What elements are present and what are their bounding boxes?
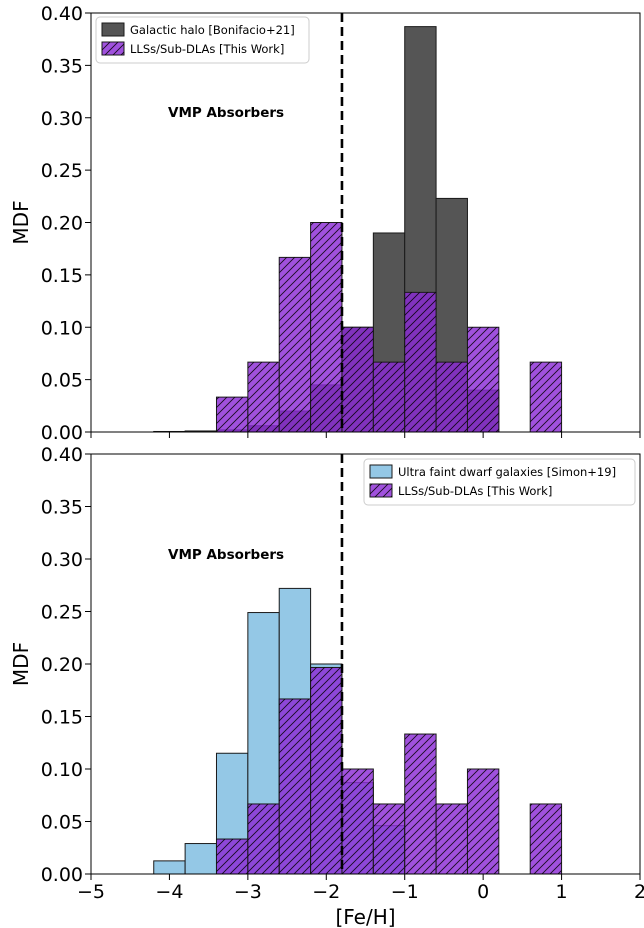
y-tick-label: 0.25	[41, 602, 83, 624]
y-axis-label: MDF	[9, 200, 33, 244]
y-tick-label: 0.20	[41, 213, 83, 235]
histogram-bar-hatch	[436, 362, 468, 432]
histogram-bar	[184, 843, 217, 875]
y-tick-label: 0.30	[41, 549, 83, 571]
histogram-bar-hatch	[247, 362, 280, 432]
legend-swatch	[369, 464, 393, 479]
y-tick-label: 0.10	[41, 759, 83, 781]
annotation-text: VMP Absorbers	[168, 547, 284, 563]
histogram-bar-hatch	[341, 769, 374, 874]
histogram-bar-hatch	[467, 769, 499, 874]
legend-label: LLSs/Sub-DLAs [This Work]	[398, 484, 552, 498]
y-tick-label: 0.10	[41, 317, 83, 339]
y-tick-label: 0.05	[41, 812, 83, 834]
y-tick-label: 0.30	[41, 108, 83, 130]
histogram-bar	[153, 860, 186, 875]
y-tick-label: 0.15	[41, 265, 83, 287]
x-tick-label: −2	[312, 881, 340, 903]
histogram-bar-hatch	[530, 362, 562, 432]
y-tick-label: 0.25	[41, 160, 83, 182]
y-axis-label: MDF	[9, 642, 33, 686]
histogram-bar-hatch	[404, 292, 437, 432]
histogram-bar-hatch	[310, 222, 342, 432]
y-tick-label: 0.00	[41, 864, 83, 886]
y-tick-label: 0.35	[41, 497, 83, 519]
histogram-bar-hatch	[310, 667, 342, 874]
y-tick-label: 0.35	[41, 55, 83, 77]
histogram-bar-hatch	[530, 803, 562, 874]
y-tick-label: 0.40	[41, 444, 83, 466]
x-tick-label: 0	[477, 881, 489, 903]
x-tick-label: −5	[77, 881, 105, 903]
bottom-panel: 0.00 0.05 0.10 0.15 0.20 0.25 0.30 0.35 0.40 −5 −4…	[9, 444, 644, 928]
legend-box	[95, 16, 310, 64]
histogram-bar-hatch	[216, 397, 248, 432]
histogram-bar-hatch	[279, 257, 311, 432]
legend-swatch	[101, 22, 125, 37]
histogram-bar-hatch	[341, 327, 374, 432]
legend-swatch-hatch	[102, 42, 124, 55]
histogram-bar-hatch	[373, 362, 405, 432]
histogram-bar-hatch	[373, 803, 405, 874]
histogram-bar-hatch	[247, 803, 280, 874]
legend-label: Galactic halo [Bonifacio+21]	[130, 23, 295, 37]
legend-label: Ultra faint dwarf galaxies [Simon+19]	[398, 465, 616, 479]
y-tick-label: 0.00	[41, 422, 83, 444]
histogram-bar-hatch	[436, 803, 468, 874]
x-axis-label: [Fe/H]	[335, 905, 395, 928]
y-tick-label: 0.40	[41, 3, 83, 25]
histogram-bar-hatch	[404, 734, 437, 874]
legend-label: LLSs/Sub-DLAs [This Work]	[130, 42, 284, 56]
histogram-bar-hatch	[216, 839, 248, 874]
top-panel: 0.00 0.05 0.10 0.15 0.20 0.25 0.30 0.35 0.40 MDF V…	[9, 3, 641, 444]
legend-box	[363, 458, 636, 506]
x-tick-label: 2	[634, 881, 644, 903]
x-tick-label: −4	[155, 881, 183, 903]
y-tick-label: 0.15	[41, 707, 83, 729]
y-tick-label: 0.05	[41, 370, 83, 392]
x-tick-label: −3	[234, 881, 262, 903]
histogram-bar-hatch	[467, 327, 499, 432]
y-tick-label: 0.20	[41, 654, 83, 676]
x-tick-label: −1	[391, 881, 419, 903]
histogram-bar-hatch	[279, 698, 311, 874]
legend-swatch-hatch	[370, 484, 392, 497]
annotation-text: VMP Absorbers	[168, 105, 284, 121]
x-tick-label: 1	[556, 881, 568, 903]
